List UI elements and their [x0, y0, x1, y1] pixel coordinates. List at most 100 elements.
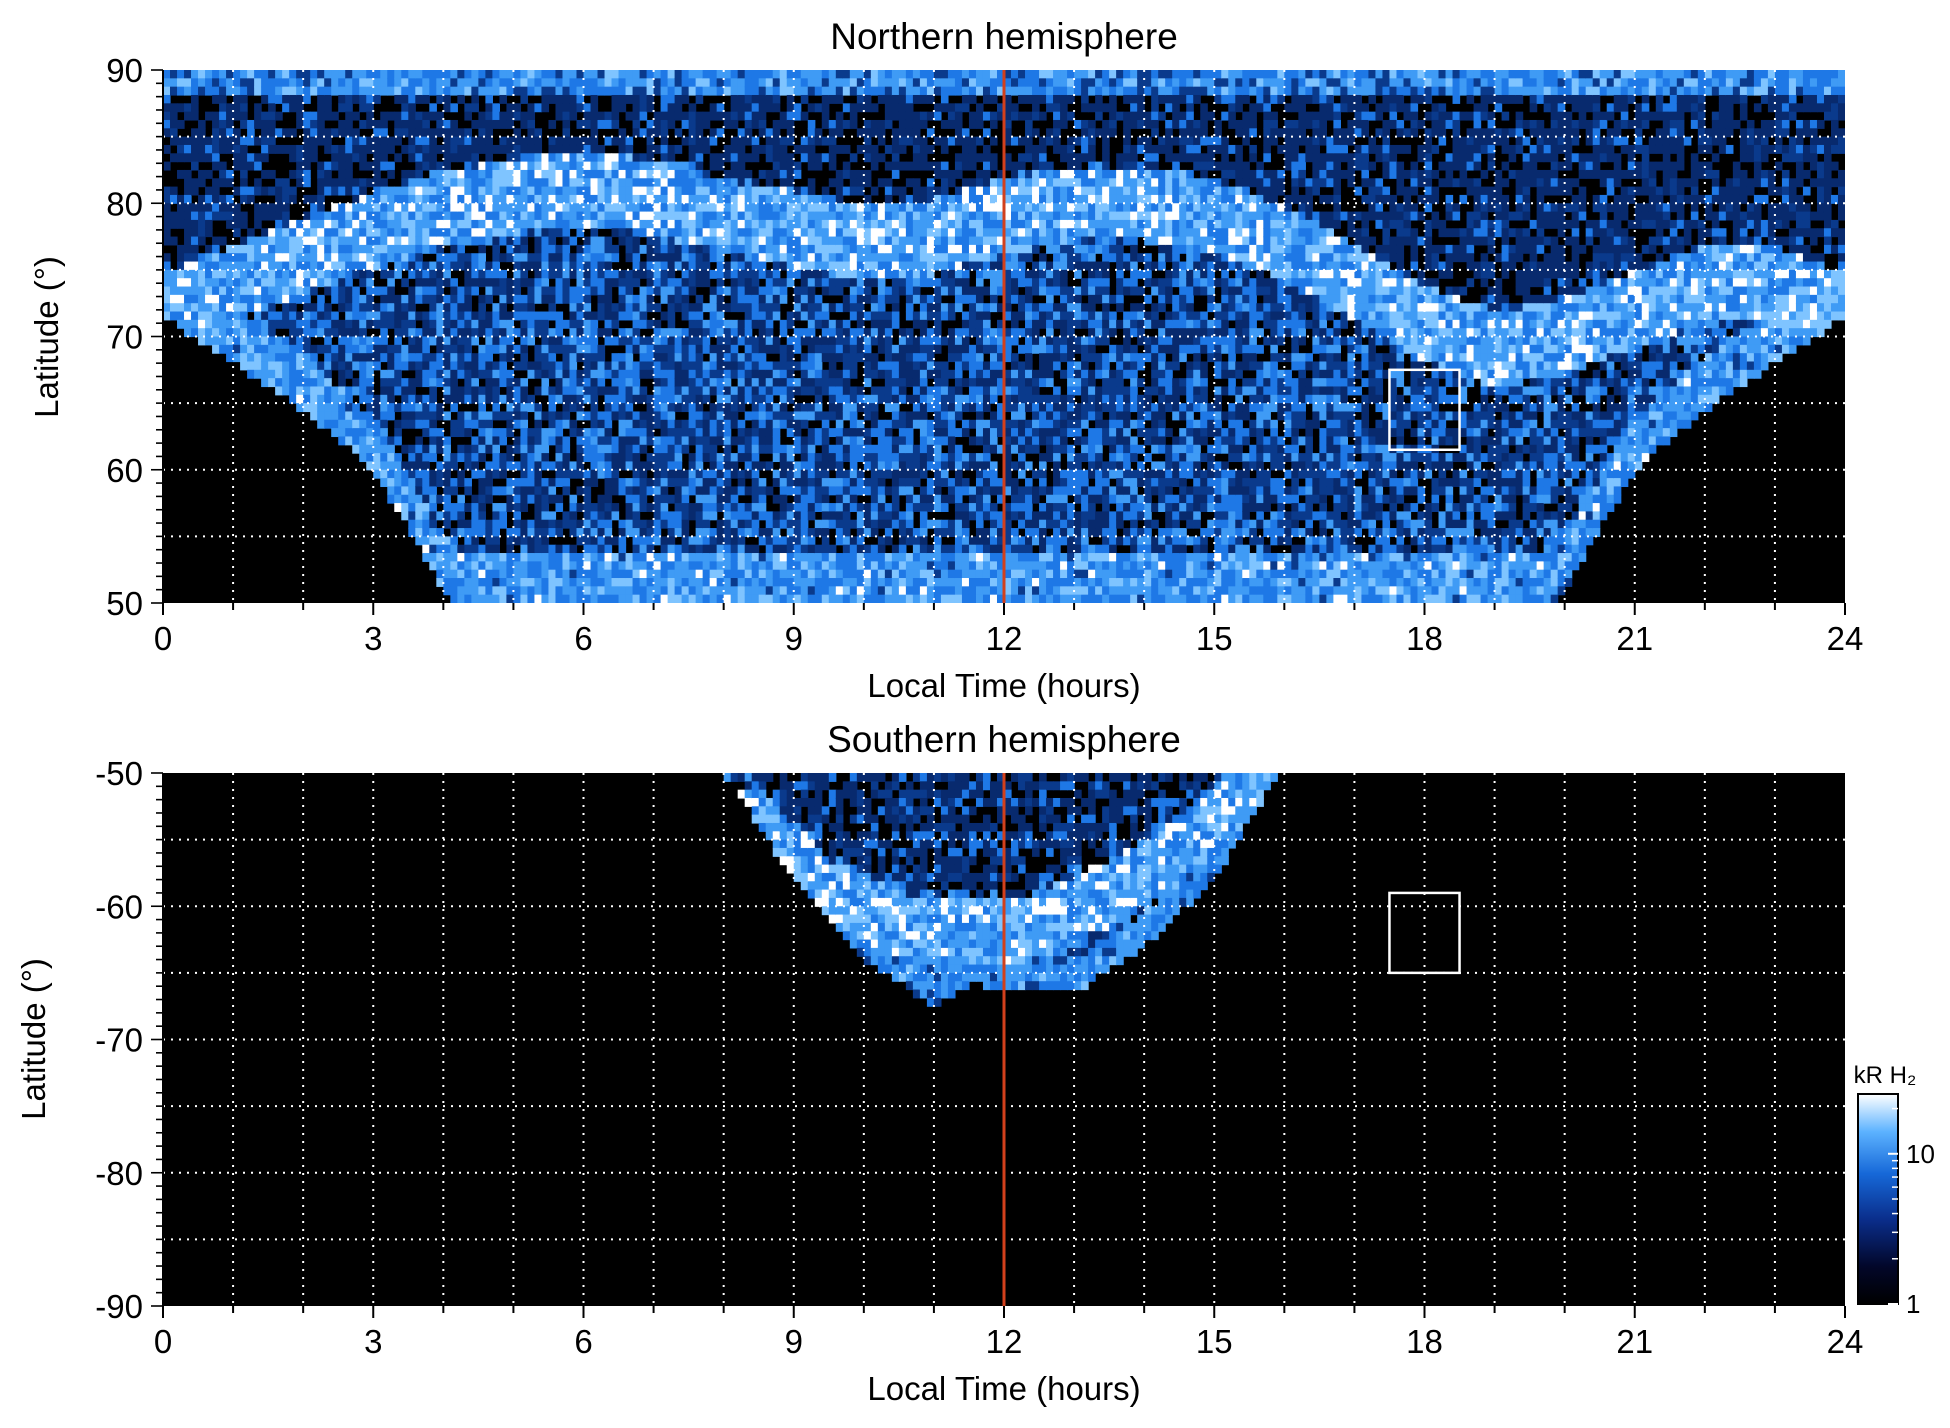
northern-heatmap-cell [506, 394, 515, 404]
northern-heatmap-cell [688, 311, 697, 321]
northern-heatmap-cell [793, 203, 802, 213]
northern-heatmap-cell [541, 511, 550, 521]
northern-heatmap-cell [723, 111, 732, 121]
northern-heatmap-cell [800, 511, 809, 521]
northern-heatmap-cell [772, 369, 781, 379]
northern-heatmap-cell [842, 503, 851, 512]
northern-heatmap-cell [450, 569, 458, 579]
northern-heatmap-cell [478, 436, 486, 446]
northern-heatmap-cell [793, 428, 802, 438]
northern-heatmap-cell [681, 336, 690, 346]
northern-heatmap-cell [646, 253, 655, 263]
northern-heatmap-cell [324, 70, 332, 79]
northern-heatmap-cell [408, 136, 416, 146]
northern-heatmap-cell [380, 286, 388, 296]
northern-heatmap-cell [485, 594, 493, 603]
northern-heatmap-cell [205, 336, 213, 346]
northern-heatmap-cell [856, 594, 865, 603]
northern-heatmap-cell [569, 294, 578, 304]
northern-heatmap-cell [163, 128, 171, 138]
northern-heatmap-cell [541, 186, 550, 196]
northern-heatmap-cell [366, 436, 374, 446]
northern-heatmap-cell [282, 294, 290, 304]
northern-heatmap-cell [352, 94, 360, 104]
northern-heatmap-cell [191, 261, 199, 271]
northern-heatmap-cell [408, 353, 416, 363]
northern-heatmap-cell [870, 461, 879, 471]
northern-heatmap-cell [527, 369, 536, 379]
northern-heatmap-cell [646, 461, 655, 471]
northern-heatmap-cell [667, 586, 676, 596]
northern-heatmap-cell [632, 119, 641, 129]
northern-heatmap-cell [471, 194, 479, 204]
northern-heatmap-cell [611, 186, 620, 196]
northern-heatmap-cell [275, 386, 283, 396]
northern-heatmap-cell [184, 311, 192, 321]
northern-heatmap-cell [863, 394, 872, 404]
northern-heatmap-cell [639, 203, 648, 213]
northern-heatmap-cell [625, 586, 634, 596]
northern-heatmap-cell [863, 78, 872, 88]
northern-heatmap-cell [541, 369, 550, 379]
northern-heatmap-cell [415, 469, 423, 479]
northern-heatmap-cell [674, 361, 683, 371]
northern-heatmap-cell [835, 286, 844, 296]
northern-heatmap-cell [653, 86, 662, 96]
northern-heatmap-cell [345, 153, 353, 163]
northern-heatmap-cell [240, 269, 248, 279]
northern-heatmap-cell [597, 78, 606, 88]
northern-heatmap-cell [814, 503, 823, 512]
northern-heatmap-cell [443, 544, 451, 554]
northern-heatmap-cell [597, 494, 606, 504]
northern-heatmap-cell [569, 511, 578, 521]
northern-heatmap-cell [786, 119, 795, 129]
northern-heatmap-cell [422, 294, 430, 304]
northern-heatmap-cell [758, 353, 767, 363]
northern-heatmap-cell [765, 419, 774, 429]
northern-heatmap-cell [443, 361, 451, 371]
northern-heatmap-cell [583, 428, 592, 438]
northern-heatmap-cell [786, 486, 795, 496]
northern-heatmap-cell [422, 236, 430, 246]
northern-heatmap-cell [506, 403, 515, 413]
northern-heatmap-cell [443, 553, 451, 562]
northern-heatmap-cell [821, 136, 830, 146]
northern-heatmap-cell [359, 386, 367, 396]
northern-heatmap-cell [324, 378, 332, 388]
northern-heatmap-cell [842, 403, 851, 413]
northern-heatmap-cell [541, 486, 550, 496]
northern-heatmap-cell [618, 303, 627, 313]
northern-heatmap-cell [793, 544, 802, 554]
northern-heatmap-cell [464, 544, 472, 554]
northern-heatmap-cell [471, 436, 479, 446]
northern-heatmap-cell [674, 219, 683, 229]
northern-heatmap-cell [464, 453, 472, 463]
northern-heatmap-cell [240, 78, 248, 88]
northern-heatmap-cell [744, 136, 753, 146]
northern-heatmap-cell [877, 453, 886, 463]
northern-heatmap-cell [436, 353, 444, 363]
northern-heatmap-cell [177, 253, 185, 263]
northern-heatmap-cell [632, 211, 641, 221]
northern-heatmap-cell [807, 294, 816, 304]
northern-heatmap-cell [688, 153, 697, 163]
northern-heatmap-cell [492, 236, 500, 246]
northern-heatmap-cell [821, 153, 830, 163]
northern-heatmap-cell [597, 386, 606, 396]
northern-heatmap-cell [674, 344, 683, 354]
northern-heatmap-cell [233, 78, 241, 88]
northern-heatmap-cell [499, 269, 508, 279]
northern-heatmap-cell [744, 70, 753, 79]
northern-heatmap-cell [842, 328, 851, 338]
northern-heatmap-cell [338, 103, 346, 113]
northern-heatmap-cell [422, 486, 430, 496]
northern-heatmap-cell [191, 103, 199, 113]
northern-heatmap-cell [814, 594, 823, 603]
northern-heatmap-cell [226, 353, 234, 363]
northern-heatmap-cell [821, 269, 830, 279]
northern-heatmap-cell [499, 194, 508, 204]
northern-heatmap-cell [513, 269, 522, 279]
northern-heatmap-cell [562, 203, 571, 213]
northern-heatmap-cell [569, 186, 578, 196]
northern-heatmap-cell [485, 144, 493, 154]
